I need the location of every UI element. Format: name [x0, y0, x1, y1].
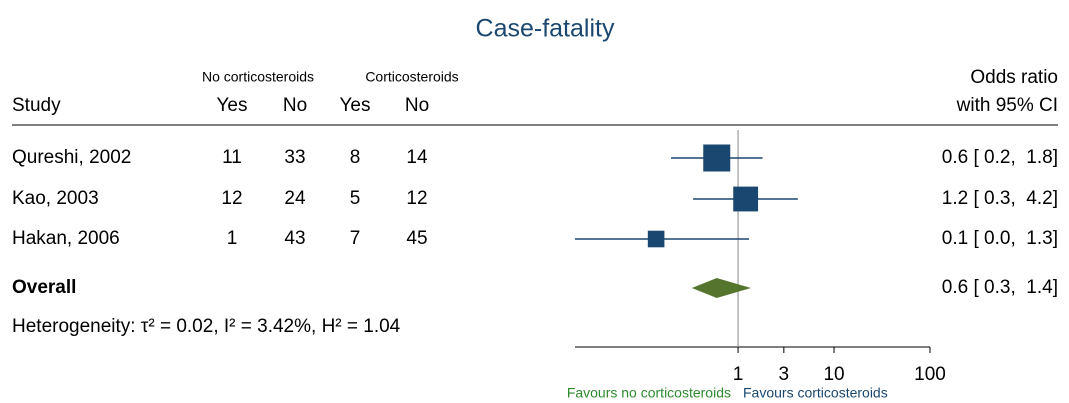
study-name: Hakan, 2006	[12, 228, 120, 249]
group-header: No corticosteroids	[202, 69, 314, 85]
study-name: Kao, 2003	[12, 188, 99, 209]
effect-label: 0.6 [ 0.3, 1.4]	[942, 277, 1058, 298]
favours-left: Favours no corticosteroids	[567, 385, 731, 401]
effect-label: 1.2 [ 0.3, 4.2]	[942, 188, 1058, 209]
column-header: Yes	[217, 95, 248, 116]
study-marker	[733, 186, 759, 212]
x-tick-label: 1	[733, 364, 744, 385]
count: 8	[350, 147, 361, 168]
count: 1	[227, 228, 238, 249]
x-tick-label: 10	[823, 364, 844, 385]
count: 43	[284, 228, 305, 249]
column-header: with 95% CI	[956, 95, 1058, 116]
study-marker	[703, 144, 731, 172]
chart-title: Case-fatality	[476, 15, 615, 43]
count: 24	[284, 188, 306, 209]
x-tick-label: 100	[914, 364, 946, 385]
column-header: No	[283, 95, 307, 116]
study-name: Qureshi, 2002	[12, 147, 131, 168]
count: 12	[406, 188, 427, 209]
column-header: Study	[12, 95, 61, 116]
group-header: Corticosteroids	[365, 69, 458, 85]
column-header: No	[405, 95, 429, 116]
study-marker	[647, 230, 665, 248]
x-tick-label: 3	[779, 364, 790, 385]
overall-diamond	[691, 278, 751, 298]
effect-label: 0.6 [ 0.2, 1.8]	[942, 147, 1058, 168]
count: 14	[406, 147, 428, 168]
count: 33	[284, 147, 305, 168]
column-header: Odds ratio	[970, 67, 1058, 88]
overall-label: Overall	[12, 277, 76, 298]
count: 45	[406, 228, 427, 249]
count: 12	[221, 188, 242, 209]
favours-right: Favours corticosteroids	[743, 385, 888, 401]
count: 5	[350, 188, 361, 209]
heterogeneity: Heterogeneity: τ² = 0.02, I² = 3.42%, H²…	[12, 316, 401, 337]
effect-label: 0.1 [ 0.0, 1.3]	[942, 228, 1058, 249]
column-header: Yes	[340, 95, 371, 116]
count: 11	[222, 147, 242, 168]
count: 7	[350, 228, 361, 249]
